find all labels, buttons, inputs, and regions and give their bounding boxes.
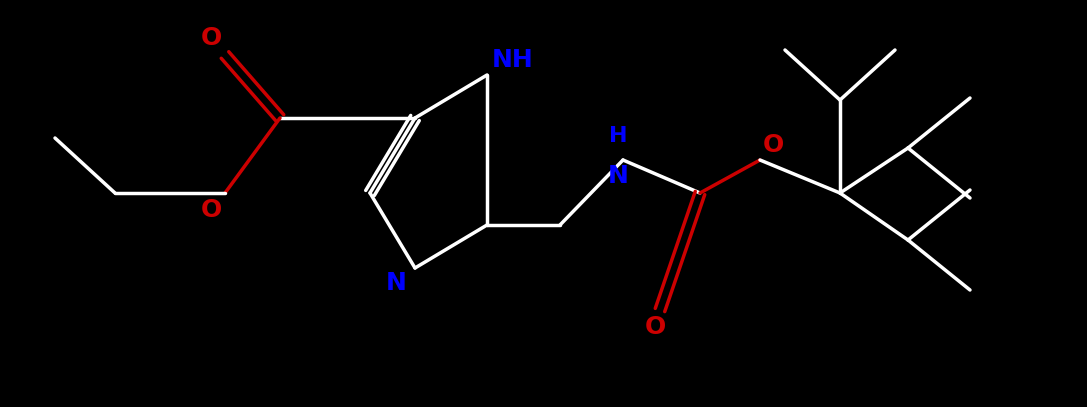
- Text: N: N: [608, 164, 628, 188]
- Text: H: H: [609, 126, 627, 146]
- Text: O: O: [201, 198, 222, 222]
- Text: O: O: [645, 315, 665, 339]
- Text: N: N: [386, 271, 407, 295]
- Text: O: O: [763, 133, 784, 157]
- Text: NH: NH: [492, 48, 534, 72]
- Text: O: O: [201, 26, 222, 50]
